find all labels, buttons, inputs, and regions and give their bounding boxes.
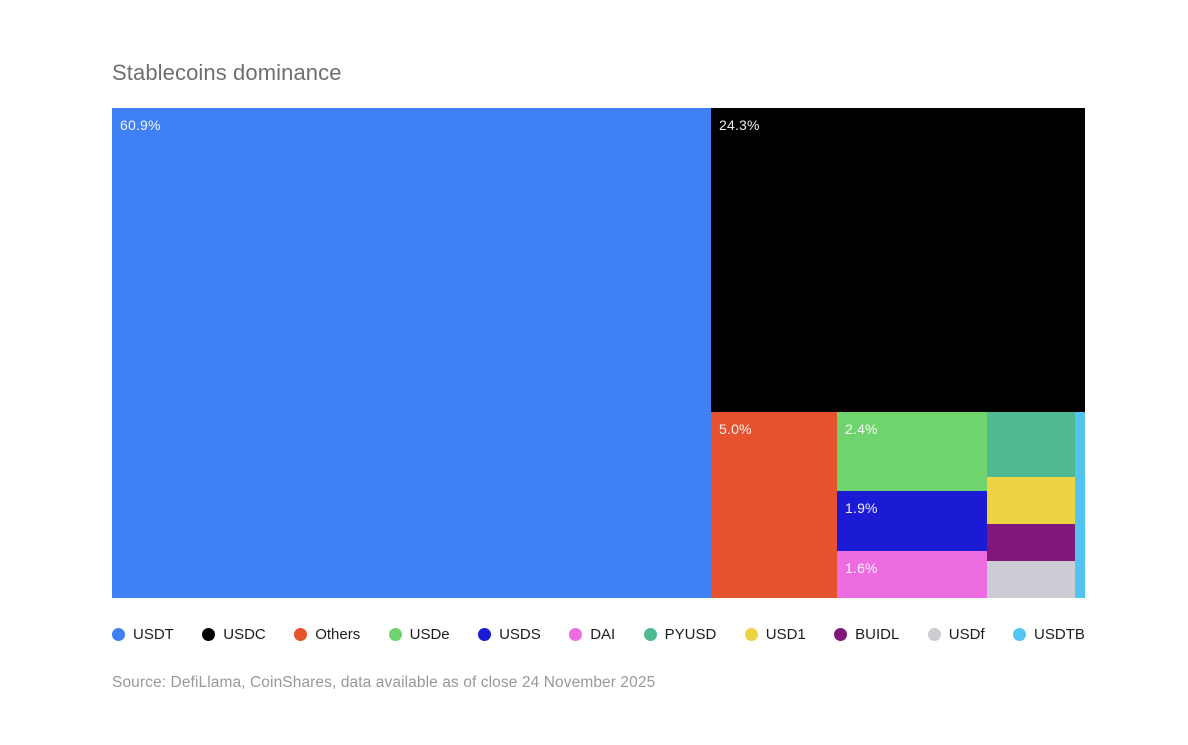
legend-item-usdt[interactable]: USDT [112,627,174,642]
legend: USDT USDC Others USDe USDS DAI PYUSD USD1 BUIDL U… [112,627,1085,642]
legend-dot-icon [744,628,758,642]
legend-dot-icon [927,628,941,642]
legend-item-usdc[interactable]: USDC [202,627,266,642]
treemap-cell-pyusd[interactable] [987,412,1075,478]
treemap-cell-others[interactable]: 5.0% [711,412,837,599]
legend-label: DAI [590,626,616,644]
treemap-cell-usds[interactable]: 1.9% [837,491,987,552]
legend-dot-icon [834,628,848,642]
legend-item-dai[interactable]: DAI [569,627,615,642]
stablecoins-treemap: 60.9% 24.3% 5.0% 2.4% 1.9% 1.6% [112,108,1085,599]
legend-label: Others [315,626,361,644]
legend-item-usdtb[interactable]: USDTB [1013,627,1085,642]
treemap-cell-usd1[interactable] [987,477,1075,525]
legend-item-others[interactable]: Others [294,627,360,642]
treemap-cell-usdt[interactable]: 60.9% [112,108,711,599]
legend-label: USDTB [1034,626,1085,644]
legend-label: PYUSD [664,626,717,644]
legend-item-buidl[interactable]: BUIDL [834,627,899,642]
legend-label: USDe [409,626,450,644]
legend-item-usds[interactable]: USDS [478,627,541,642]
chart-card: Stablecoins dominance 60.9% 24.3% 5.0% 2.4%… [112,0,1085,692]
legend-item-pyusd[interactable]: PYUSD [643,626,717,644]
cell-value-label: 24.3% [719,117,760,134]
legend-dot-icon [112,628,125,642]
legend-label: USDf [948,626,985,644]
cell-value-label: 1.9% [845,500,878,517]
legend-dot-icon [388,628,402,642]
chart-title: Stablecoins dominance [112,60,342,85]
treemap-cell-usdf[interactable] [987,561,1075,599]
treemap-cell-usde[interactable]: 2.4% [837,412,987,492]
legend-label: USD1 [765,626,806,644]
legend-label: USDS [499,626,541,644]
treemap-cell-usdc[interactable]: 24.3% [711,108,1085,413]
legend-dot-icon [643,628,657,642]
legend-item-usd1[interactable]: USD1 [744,626,806,644]
cell-value-label: 2.4% [845,421,878,438]
legend-item-usdf[interactable]: USDf [927,626,985,644]
legend-dot-icon [478,628,492,642]
legend-dot-icon [294,628,308,642]
treemap-cell-buidl[interactable] [987,524,1075,562]
cell-value-label: 1.6% [845,560,878,577]
legend-label: BUIDL [855,626,900,644]
legend-label: USDC [223,626,266,644]
legend-dot-icon [1013,628,1027,642]
legend-label: USDT [133,626,174,644]
legend-dot-icon [569,628,583,642]
treemap-cell-dai[interactable]: 1.6% [837,551,987,599]
source-note: Source: DefiLlama, CoinShares, data avai… [112,674,656,692]
legend-dot-icon [202,628,216,642]
cell-value-label: 5.0% [719,421,752,438]
legend-item-usde[interactable]: USDe [388,626,450,644]
treemap-cell-usdtb[interactable] [1075,412,1085,599]
cell-value-label: 60.9% [120,117,161,134]
